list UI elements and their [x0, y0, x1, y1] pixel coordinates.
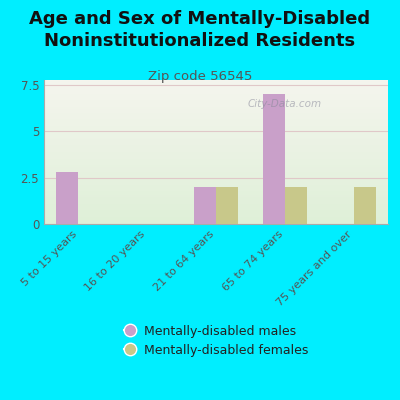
Bar	[194, 187, 216, 224]
Text: City-Data.com: City-Data.com	[248, 100, 322, 110]
Bar	[216, 187, 238, 224]
Bar	[354, 187, 376, 224]
Text: Age and Sex of Mentally-Disabled
Noninstitutionalized Residents: Age and Sex of Mentally-Disabled Noninst…	[30, 10, 370, 50]
Bar	[285, 187, 307, 224]
Legend: Mentally-disabled males, Mentally-disabled females: Mentally-disabled males, Mentally-disabl…	[119, 320, 313, 362]
Bar	[263, 94, 285, 224]
Bar	[56, 172, 78, 224]
Text: Zip code 56545: Zip code 56545	[148, 70, 252, 83]
